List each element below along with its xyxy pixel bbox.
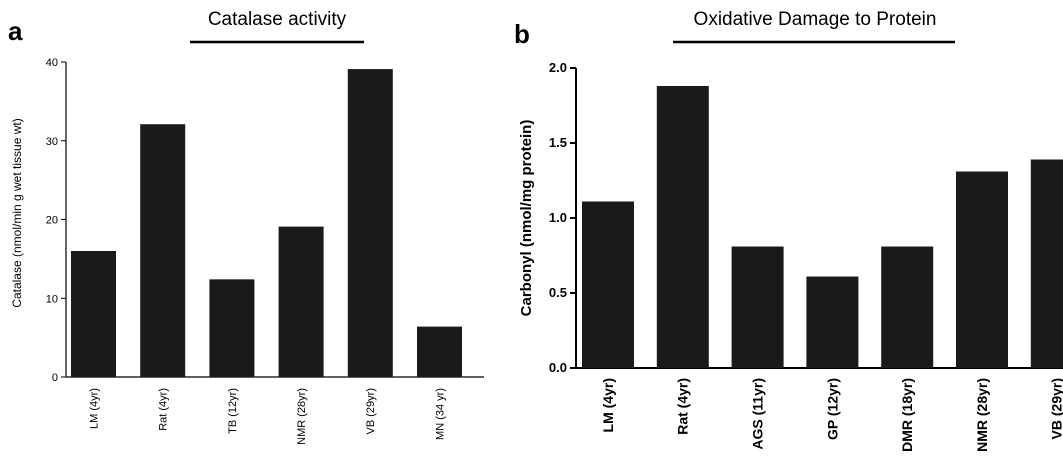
y-ticks-b: 0.0 0.5 1.0 1.5 2.0 xyxy=(549,60,576,375)
bars-b xyxy=(582,86,1063,368)
bar xyxy=(731,246,784,368)
x-tick-label: VB (29yr) xyxy=(1049,378,1063,439)
bar xyxy=(278,226,324,377)
x-tick-label: MN (34 yr) xyxy=(434,388,446,440)
x-tick-label: AGS (11yr) xyxy=(750,378,766,450)
y-axis-label-b: Carbonyl (nmol/mg protein) xyxy=(518,120,535,317)
panel-letter-a: a xyxy=(8,16,23,46)
x-tick-label: Rat (4yr) xyxy=(675,378,691,435)
panel-letter-b: b xyxy=(514,19,530,49)
bars-a xyxy=(71,69,462,378)
bar xyxy=(1030,159,1063,368)
chart-title-a: Catalase activity xyxy=(208,9,347,30)
y-tick-label: 20 xyxy=(46,215,58,227)
y-tick-label: 1.0 xyxy=(549,210,567,225)
bar xyxy=(417,326,462,377)
y-ticks-a: 0 10 20 30 40 xyxy=(46,57,66,384)
y-tick-label: 0.5 xyxy=(549,285,567,300)
bar xyxy=(881,246,934,368)
y-tick-label: 30 xyxy=(46,136,58,148)
x-tick-label: NMR (28yr) xyxy=(974,378,990,452)
y-tick-label: 1.5 xyxy=(549,135,567,150)
x-tick-label: LM (4yr) xyxy=(600,378,616,432)
panel-b-carbonyl: b Oxidative Damage to Protein Carbonyl (… xyxy=(514,9,1063,452)
x-tick-label: TB (12yr) xyxy=(227,388,239,434)
y-tick-label: 0.0 xyxy=(549,360,567,375)
y-axis-label-a: Catalase (nmol/min g wet tissue wt) xyxy=(10,118,24,307)
x-tick-label: DMR (18yr) xyxy=(899,378,915,452)
x-tick-label: GP (12yr) xyxy=(824,378,840,440)
x-tick-label: VB (29yr) xyxy=(365,388,377,434)
chart-title-b: Oxidative Damage to Protein xyxy=(694,9,937,30)
x-ticks-a: LM (4yr) Rat (4yr) TB (12yr) NMR (28yr) VB (… xyxy=(88,388,446,445)
bar xyxy=(140,124,186,378)
y-tick-label: 2.0 xyxy=(549,60,567,75)
bar xyxy=(956,171,1008,368)
y-tick-label: 40 xyxy=(46,57,58,69)
bar xyxy=(347,69,393,378)
bar xyxy=(656,86,709,368)
x-tick-label: LM (4yr) xyxy=(88,388,100,429)
bar xyxy=(806,276,859,368)
bar xyxy=(71,251,116,377)
y-tick-label: 0 xyxy=(52,372,58,384)
x-ticks-b: LM (4yr) Rat (4yr) AGS (11yr) GP (12yr) DMR … xyxy=(600,378,1063,452)
x-tick-label: NMR (28yr) xyxy=(296,388,308,445)
bar xyxy=(582,201,634,368)
x-tick-label: Rat (4yr) xyxy=(158,388,170,431)
bar xyxy=(209,279,255,377)
y-tick-label: 10 xyxy=(46,293,58,305)
panel-a-catalase: a Catalase activity Catalase (nmol/min g… xyxy=(8,9,484,445)
